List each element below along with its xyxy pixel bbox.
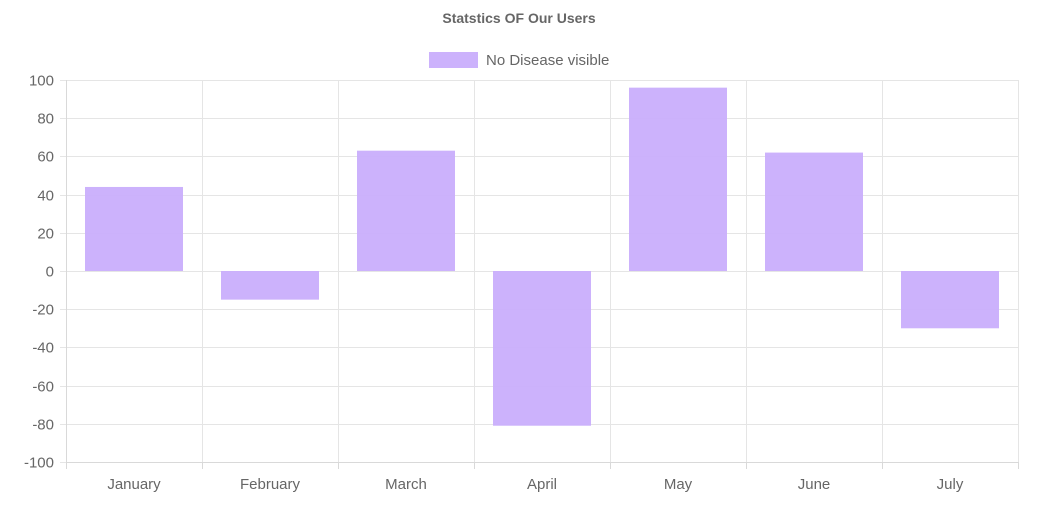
bar-july[interactable]: [901, 271, 999, 329]
legend-swatch: [429, 52, 478, 68]
y-tick-label: 100: [29, 73, 54, 90]
y-tick-label: -40: [32, 340, 54, 357]
y-axis-ticks: 100 80 60 40 20 0 -20 -40 -60 -80 -100: [24, 73, 54, 472]
bar-february[interactable]: [221, 271, 319, 300]
y-tick-label: 40: [37, 188, 54, 205]
bar-may[interactable]: [629, 87, 727, 271]
y-tick-label: -20: [32, 302, 54, 319]
x-tick-label: May: [664, 476, 693, 493]
y-tick-label: 20: [37, 226, 54, 243]
bar-april[interactable]: [493, 271, 591, 426]
y-tick-label: -60: [32, 379, 54, 396]
x-tick-label: July: [937, 476, 964, 493]
bar-january[interactable]: [85, 186, 183, 271]
x-tick-label: April: [527, 476, 557, 493]
legend-label: No Disease visible: [486, 52, 609, 69]
y-tick-label: 0: [46, 264, 54, 281]
bar-june[interactable]: [765, 152, 863, 271]
axes: [66, 80, 1018, 463]
bar-march[interactable]: [357, 150, 455, 271]
x-tick-label: March: [385, 476, 427, 493]
y-tick-label: -80: [32, 417, 54, 434]
bars-group: [85, 87, 999, 426]
legend[interactable]: No Disease visible: [429, 52, 609, 69]
x-tick-label: January: [107, 476, 161, 493]
y-tick-label: 60: [37, 149, 54, 166]
chart-title: Statstics OF Our Users: [442, 10, 595, 26]
x-axis-ticks: January February March April May June July: [107, 476, 964, 493]
y-tick-label: 80: [37, 111, 54, 128]
y-tick-label: -100: [24, 455, 54, 472]
x-tick-label: June: [798, 476, 831, 493]
x-tick-label: February: [240, 476, 301, 493]
